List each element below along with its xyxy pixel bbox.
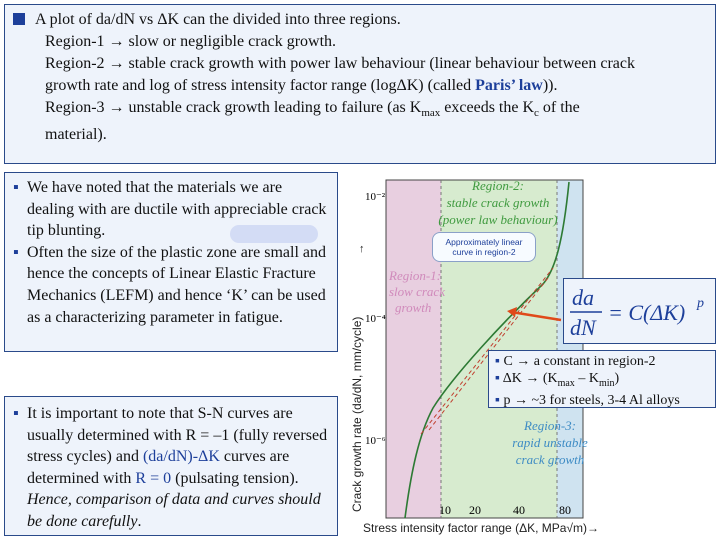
svg-text:slow crack: slow crack xyxy=(389,284,445,299)
svg-text:Region-3:: Region-3: xyxy=(523,418,576,433)
eq-rhs: = C(ΔK) xyxy=(608,300,685,325)
linear-fit-line xyxy=(420,267,554,435)
equation-svg: da dN = C(ΔK) p xyxy=(570,285,704,340)
svg-text:(power law behaviour): (power law behaviour) xyxy=(438,212,557,227)
x-tick-20: 20 xyxy=(469,503,481,517)
svg-text:growth: growth xyxy=(395,300,431,315)
eq-numerator: da xyxy=(572,285,594,310)
svg-text:Region-1:: Region-1: xyxy=(388,268,441,283)
equation-notes: ▪ C → a constant in region-2 ▪ ΔK → (Kma… xyxy=(488,350,716,408)
summary-line-4: growth rate and log of stress intensity … xyxy=(45,77,558,94)
bullet-plastic-zone: ▪ Often the size of the plastic zone are … xyxy=(13,242,329,328)
svg-text:crack growth: crack growth xyxy=(516,452,584,467)
summary-line-5: Region-3 → unstable crack growth leading… xyxy=(45,99,580,120)
y-tick-low: 10⁻⁶ xyxy=(365,435,386,447)
note-p: ▪ p → ~3 for steels, 3-4 Al alloys xyxy=(495,392,680,408)
eq-denominator: dN xyxy=(570,315,597,340)
region-2-band xyxy=(441,180,557,518)
region-3-band xyxy=(557,180,583,518)
crack-growth-curve xyxy=(404,181,570,519)
sn-curve-note-box: ▪ It is important to note that S-N curves… xyxy=(4,396,338,536)
square-bullet-icon: ▪ xyxy=(13,243,19,261)
summary-line-3: Region-2 → stable crack growth with powe… xyxy=(45,55,635,72)
summary-line-1: A plot of da/dN vs ΔK can the divided in… xyxy=(13,9,705,31)
eq-exponent: p xyxy=(696,296,704,311)
region-3-label: Region-3: rapid unstable crack growth xyxy=(512,418,588,467)
x-tick-10: 10 xyxy=(439,503,451,517)
square-bullet-icon: ▪ xyxy=(495,371,503,386)
summary-box: A plot of da/dN vs ΔK can the divided in… xyxy=(4,4,716,164)
pointer-arrow xyxy=(510,310,562,322)
square-bullet-icon: ▪ xyxy=(13,405,19,422)
square-bullet-icon: ▪ xyxy=(495,354,504,369)
paris-law-term: Paris’ law xyxy=(475,77,543,94)
paris-law-equation: da dN = C(ΔK) p xyxy=(563,278,716,344)
smudge-decoration xyxy=(230,225,318,243)
checkbox-bullet-icon xyxy=(13,13,25,25)
y-axis-label: Crack growth rate (da/dN, mm/cycle) xyxy=(350,317,364,512)
square-bullet-icon: ▪ xyxy=(13,179,19,196)
region-1-label: Region-1: slow crack growth xyxy=(388,268,445,315)
region-1-band xyxy=(386,180,441,518)
x-tick-40: 40 xyxy=(513,503,525,517)
bullet-ductile: ▪ We have noted that the materials we are… xyxy=(13,177,329,242)
y-tick-mid: 10⁻⁴ xyxy=(365,313,386,325)
svg-text:Region-2:: Region-2: xyxy=(471,178,524,193)
note-deltak: ▪ ΔK → (Kmax – Kmin) xyxy=(495,371,620,389)
svg-text:rapid unstable: rapid unstable xyxy=(512,435,588,450)
square-bullet-icon: ▪ xyxy=(495,392,504,408)
approx-linear-callout: Approximately linear curve in region-2 xyxy=(432,232,536,262)
note-c: ▪ C → a constant in region-2 xyxy=(495,354,656,369)
bullet-sn-note: ▪ It is important to note that S-N curves… xyxy=(13,403,329,533)
x-axis-label: Stress intensity factor range (ΔK, MPa√m… xyxy=(363,521,599,535)
y-tick-top: 10⁻² xyxy=(365,191,386,203)
y-axis-arrow-icon: ↑ xyxy=(359,243,365,255)
svg-text:stable crack growth: stable crack growth xyxy=(447,195,550,210)
summary-line-2: Region-1 → slow or negligible crack grow… xyxy=(45,33,337,50)
arrow-head-icon xyxy=(507,307,517,317)
summary-line-6: material). xyxy=(45,126,107,144)
plot-frame xyxy=(385,179,584,519)
ductile-lefm-box: ▪ We have noted that the materials we are… xyxy=(4,172,338,352)
region-2-label: Region-2: stable crack growth (power law… xyxy=(438,178,557,227)
x-tick-80: 80 xyxy=(559,503,571,517)
